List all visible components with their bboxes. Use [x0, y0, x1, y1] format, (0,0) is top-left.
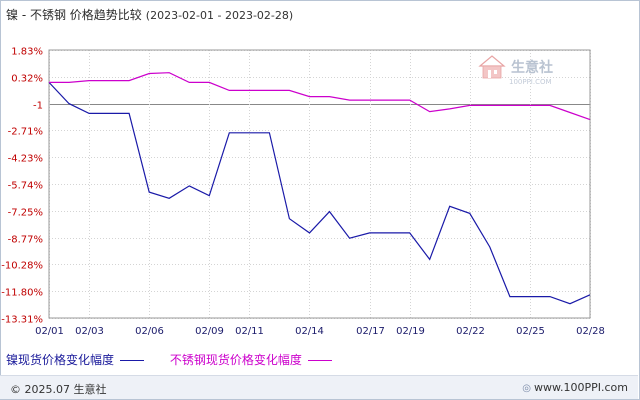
chart-date-range: (2023-02-01 - 2023-02-28)	[145, 9, 294, 22]
watermark-logo-icon	[478, 55, 506, 79]
legend-item-nickel: 镍现货价格变化幅度	[6, 351, 145, 368]
x-tick-label: 02/19	[396, 326, 425, 337]
legend-label-stainless: 不锈钢现货价格变化幅度	[169, 353, 302, 367]
legend-swatch-nickel	[120, 360, 145, 361]
x-tick-labels: 02/01 02/03 02/06 02/09 02/11 02/14 02/17 02/19…	[35, 326, 605, 337]
x-tick-label: 02/01	[35, 326, 64, 337]
legend-label-nickel: 镍现货价格变化幅度	[6, 353, 115, 367]
series-line-nickel	[48, 81, 591, 305]
legend: 镍现货价格变化幅度 不锈钢现货价格变化幅度	[6, 351, 354, 368]
x-tick-label: 02/28	[576, 326, 605, 337]
x-tick-label: 02/14	[295, 326, 324, 337]
y-tick-label: -11.80%	[1, 288, 43, 299]
watermark-name: 生意社	[511, 59, 553, 76]
y-tick-label: -7.25%	[8, 208, 43, 219]
y-tick-label: -5.74%	[8, 181, 43, 192]
x-tick-label: 02/25	[516, 326, 545, 337]
grid	[49, 50, 591, 319]
footer-copyright: © 2025.07 生意社	[10, 383, 107, 396]
watermark: 生意社 100PPI.COM	[478, 55, 553, 86]
footer-site-url: www.100PPI.com	[534, 381, 628, 394]
chart-title: 镍 - 不锈钢 价格趋势比较 (2023-02-01 - 2023-02-28)	[6, 6, 293, 23]
x-tick-label: 02/22	[456, 326, 485, 337]
legend-swatch-stainless	[307, 360, 332, 361]
watermark-url: 100PPI.COM	[509, 78, 552, 86]
y-tick-label: -1	[33, 101, 43, 112]
x-tick-label: 02/03	[75, 326, 104, 337]
y-tick-label: -8.77%	[8, 235, 43, 246]
y-tick-labels: 1.83% 0.32% -1 -2.71% -4.23% -5.74% -7.25% -8.7…	[1, 47, 43, 326]
axes	[48, 49, 591, 319]
y-tick-label: -10.28%	[1, 261, 43, 272]
y-tick-label: -4.23%	[8, 154, 43, 165]
globe-icon: ◎	[522, 383, 532, 394]
y-tick-label: -2.71%	[8, 127, 43, 138]
y-tick-label: 1.83%	[11, 47, 43, 58]
plot-border	[48, 49, 591, 319]
x-tick-label: 02/06	[135, 326, 164, 337]
footer-bar: © 2025.07 生意社 ◎ www.100PPI.com	[0, 375, 638, 399]
series-line-stainless	[49, 72, 591, 121]
x-tick-label: 02/11	[235, 326, 264, 337]
legend-item-stainless: 不锈钢现货价格变化幅度	[170, 351, 332, 368]
x-tick-label: 02/17	[356, 326, 385, 337]
chart-title-main: 镍 - 不锈钢 价格趋势比较	[6, 8, 142, 22]
series	[48, 72, 591, 305]
footer-site: ◎ www.100PPI.com	[522, 381, 628, 394]
y-tick-label: 0.32%	[11, 74, 43, 85]
y-tick-label: -13.31%	[1, 315, 43, 326]
x-tick-label: 02/09	[195, 326, 224, 337]
